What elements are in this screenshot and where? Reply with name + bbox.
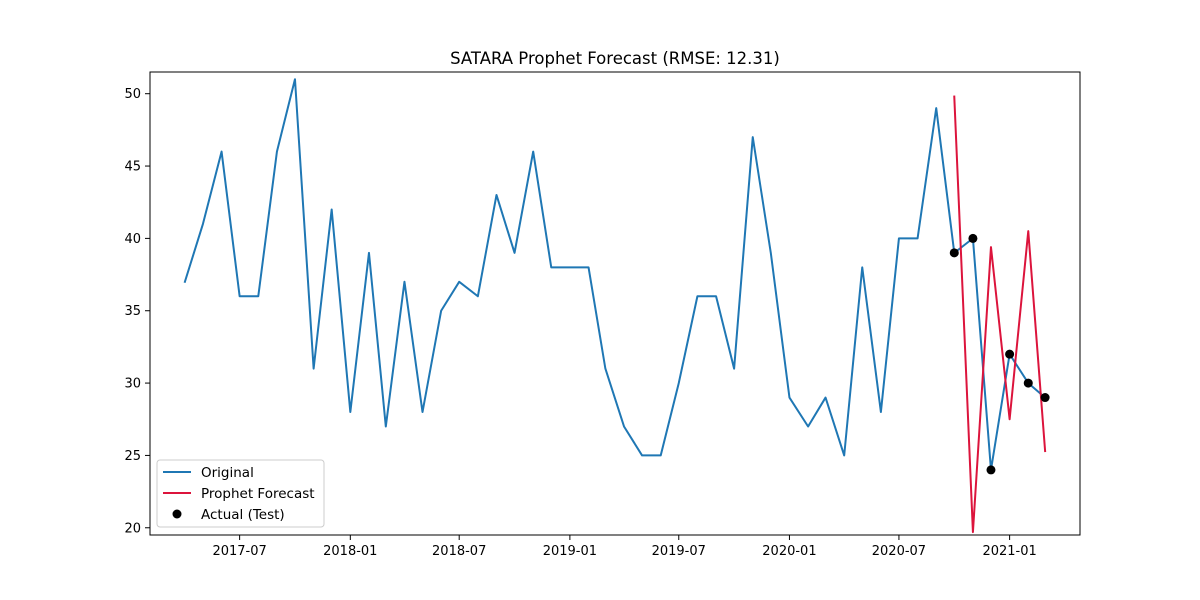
legend-label: Prophet Forecast — [201, 486, 315, 502]
x-tick: 2020-07 — [872, 535, 926, 559]
legend-entry: Prophet Forecast — [163, 486, 315, 502]
x-tick: 2018-01 — [323, 535, 377, 559]
y-tick-label: 25 — [124, 449, 141, 464]
y-tick-label: 45 — [124, 160, 141, 175]
y-tick: 50 — [124, 87, 150, 102]
x-tick-label: 2018-01 — [323, 544, 377, 559]
scatter-point-actual-test — [949, 248, 959, 258]
x-tick: 2020-01 — [762, 535, 817, 559]
legend-label: Original — [201, 465, 254, 481]
y-tick: 20 — [124, 521, 150, 536]
legend: Original Prophet Forecast Actual (Test) — [156, 459, 325, 528]
x-tick: 2021-01 — [982, 535, 1037, 559]
x-tick-label: 2017-07 — [212, 544, 266, 559]
x-tick-label: 2021-01 — [982, 544, 1036, 559]
y-tick-label: 40 — [124, 232, 141, 247]
x-tick: 2018-07 — [432, 535, 486, 559]
y-tick: 40 — [124, 232, 150, 247]
chart-title: SATARA Prophet Forecast (RMSE: 12.31) — [450, 49, 780, 68]
x-tick-label: 2019-01 — [543, 544, 597, 559]
x-tick-label: 2018-07 — [432, 544, 486, 559]
legend-label: Actual (Test) — [201, 507, 285, 523]
x-tick: 2017-07 — [212, 535, 267, 559]
plot-series — [183, 78, 1050, 534]
y-tick: 25 — [124, 449, 150, 464]
series-line-prophet-forecast — [953, 95, 1047, 534]
y-tick: 35 — [124, 304, 150, 319]
y-tick-label: 35 — [124, 304, 141, 319]
y-tick: 45 — [124, 160, 150, 175]
x-tick-label: 2020-01 — [762, 544, 816, 559]
y-tick: 30 — [124, 377, 150, 392]
plot-frame — [149, 71, 1081, 536]
x-tick-label: 2019-07 — [652, 544, 706, 559]
legend-marker-swatch — [172, 509, 182, 519]
legend-entry: Actual (Test) — [172, 507, 285, 523]
x-axis: 2017-07 2018-01 2018-07 2019-01 2019-07 2020-… — [212, 535, 1037, 559]
y-tick-label: 30 — [124, 377, 141, 392]
scatter-point-actual-test — [1040, 393, 1050, 403]
legend-entry: Original — [163, 465, 254, 481]
scatter-point-actual-test — [986, 465, 996, 475]
x-tick: 2019-01 — [543, 535, 597, 559]
scatter-point-actual-test — [1005, 349, 1015, 359]
y-tick-label: 50 — [124, 87, 141, 102]
x-tick-label: 2020-07 — [872, 544, 926, 559]
y-tick-label: 20 — [124, 521, 141, 536]
legend-box — [156, 459, 325, 528]
x-tick: 2019-07 — [652, 535, 706, 559]
series-line-original — [183, 78, 1047, 471]
scatter-point-actual-test — [968, 233, 978, 243]
y-axis: 20 25 30 35 40 45 50 — [124, 87, 150, 536]
scatter-point-actual-test — [1023, 378, 1033, 388]
